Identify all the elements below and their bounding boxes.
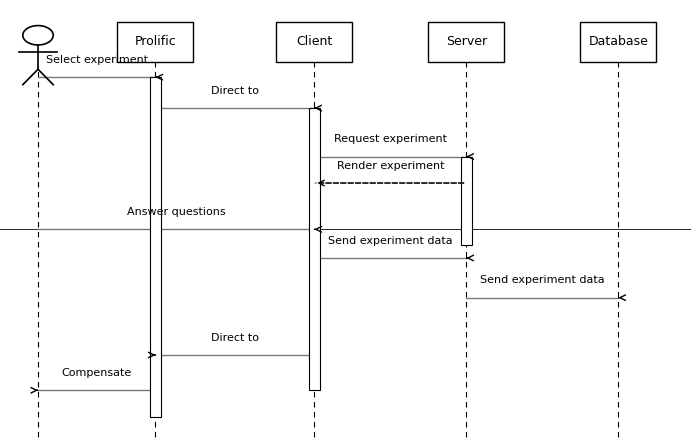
Text: Select experiment: Select experiment [46, 55, 148, 65]
Text: Render experiment: Render experiment [337, 161, 444, 171]
Text: Direct to: Direct to [211, 333, 259, 343]
Text: Server: Server [446, 35, 487, 49]
Bar [310, 108, 319, 390]
Bar [428, 22, 504, 62]
Bar [580, 22, 656, 62]
Text: Answer questions: Answer questions [127, 207, 225, 217]
Text: Compensate: Compensate [61, 368, 132, 378]
Text: Database: Database [589, 35, 648, 49]
Text: Direct to: Direct to [211, 86, 259, 96]
Bar [150, 77, 160, 417]
Text: Client: Client [296, 35, 332, 49]
Bar [276, 22, 352, 62]
Text: Request experiment: Request experiment [334, 134, 447, 144]
Bar [117, 22, 193, 62]
Text: Send experiment data: Send experiment data [328, 235, 453, 246]
Text: Send experiment data: Send experiment data [480, 275, 605, 285]
Text: Prolific: Prolific [135, 35, 176, 49]
Bar [462, 157, 472, 245]
